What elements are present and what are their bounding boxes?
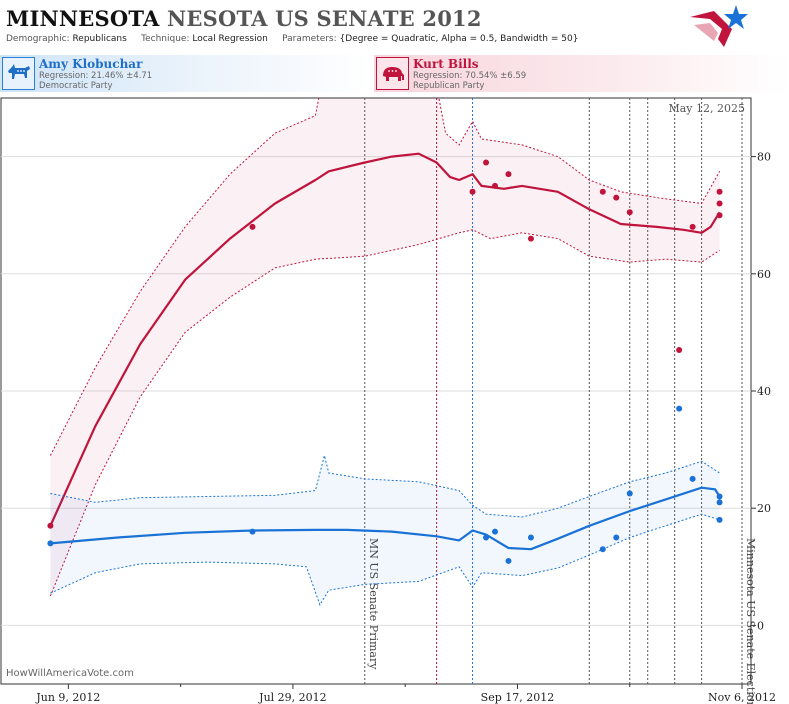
poll-point: [716, 200, 723, 207]
poll-point: [689, 223, 696, 230]
poll-point: [613, 194, 620, 201]
poll-point: [716, 516, 723, 523]
y-tick-label: 60: [757, 268, 771, 281]
y-tick-label: 80: [757, 151, 771, 164]
poll-point: [47, 540, 54, 547]
candidate-name: Kurt Bills: [413, 57, 479, 71]
poll-point: [483, 534, 490, 541]
poll-point: [249, 528, 256, 535]
candidate-party: Republican Party: [413, 81, 485, 91]
confidence-upper: [50, 455, 720, 518]
poll-point: [716, 188, 723, 195]
poll-point: [716, 499, 723, 506]
republican-elephant-icon: [376, 57, 409, 90]
y-tick-label: 0: [757, 619, 764, 632]
confidence-upper: [49, 98, 721, 456]
poll-point: [483, 159, 490, 166]
event-label: Minnesota US Senate Election: [744, 538, 757, 704]
poll-point: [527, 235, 534, 242]
x-tick-label: Sep 17, 2012: [481, 691, 555, 704]
event-label: MN US Senate Primary: [367, 538, 380, 670]
x-tick-label: Jul 29, 2012: [258, 691, 327, 704]
chart-date-label: May 12, 2025: [668, 102, 745, 115]
series-layer: [47, 98, 723, 607]
subtitle: Demographic: Republicans Technique: Loca…: [6, 34, 579, 44]
poll-point: [249, 223, 256, 230]
page-title: MINNESOTA NESOTA US SENATE 2012: [6, 6, 482, 31]
candidate-card-bills: Kurt Bills Regression: 70.54% ±6.59 Repu…: [374, 55, 789, 92]
confidence-band: [50, 98, 720, 597]
democrat-donkey-icon: [2, 57, 35, 90]
confidence-lower: [50, 513, 720, 607]
poll-point: [599, 546, 606, 553]
poll-point: [47, 522, 54, 529]
poll-point: [676, 346, 683, 353]
confidence-band: [50, 455, 720, 605]
poll-point: [716, 212, 723, 219]
candidate-regression: Regression: 21.46% ±4.71: [39, 71, 153, 81]
header: MINNESOTA NESOTA US SENATE 2012 Demograp…: [0, 0, 789, 52]
candidate-regression: Regression: 70.54% ±6.59: [413, 71, 527, 81]
y-tick-label: 20: [757, 502, 771, 515]
candidate-party: Democratic Party: [39, 81, 113, 91]
poll-point: [505, 557, 512, 564]
poll-point: [689, 475, 696, 482]
site-logo-icon: [690, 5, 748, 47]
candidate-card-klobuchar: Amy Klobuchar Regression: 21.46% ±4.71 D…: [0, 55, 370, 92]
y-tick-label: 40: [757, 385, 771, 398]
poll-point: [492, 182, 499, 189]
poll-point: [469, 188, 476, 195]
poll-point: [626, 490, 633, 497]
poll-point: [676, 405, 683, 412]
poll-point: [613, 534, 620, 541]
x-tick-label: Nov 6, 2012: [708, 691, 776, 704]
poll-point: [505, 171, 512, 178]
watermark: HowWillAmericaVote.com: [6, 668, 134, 679]
poll-point: [599, 188, 606, 195]
chart: 0 20 40 60 80 Jun 9, 2012 Jul 29, 2012 Sep 17, …: [0, 97, 776, 704]
x-tick-label: Jun 9, 2012: [35, 691, 100, 704]
trend-line: [50, 486, 721, 551]
confidence-lower: [49, 229, 720, 597]
candidate-name: Amy Klobuchar: [39, 57, 143, 71]
trend-line: [49, 152, 721, 527]
poll-point: [492, 528, 499, 535]
poll-point: [716, 493, 723, 500]
poll-point: [527, 534, 534, 541]
poll-point: [626, 209, 633, 216]
